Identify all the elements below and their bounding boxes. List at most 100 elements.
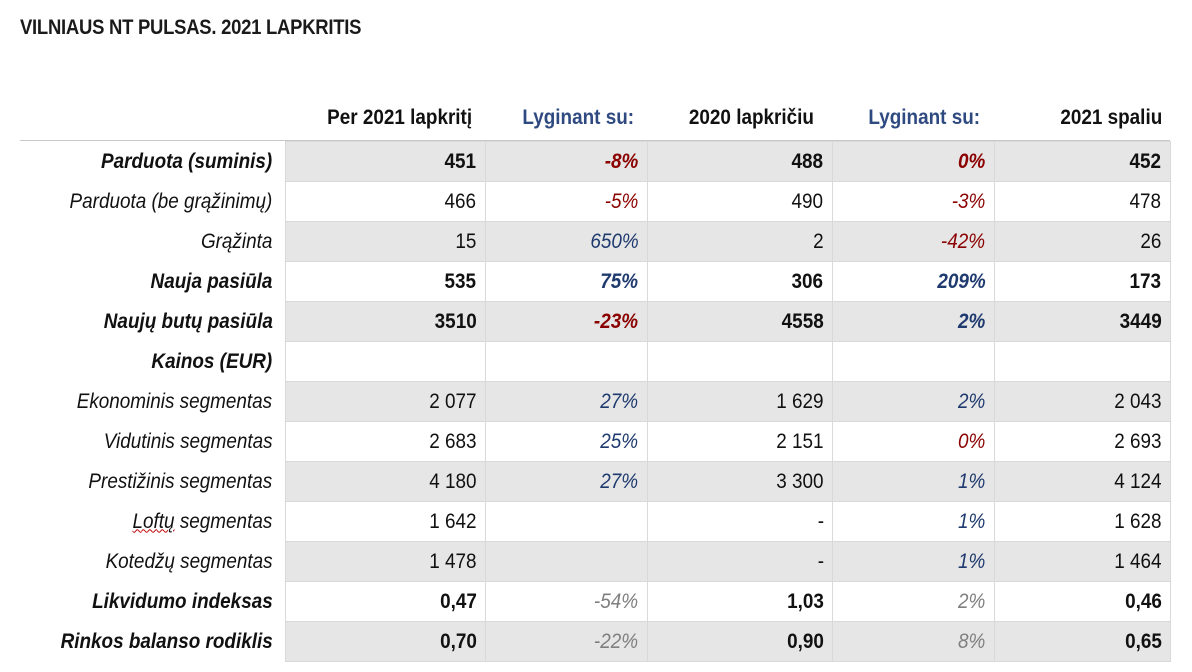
change-vs-last-month: -3% <box>831 181 995 222</box>
change-vs-last-month: 1% <box>831 461 995 502</box>
row-label: Naujų butų pasiūla <box>20 301 285 342</box>
header-current-month: Per 2021 lapkritį <box>327 106 472 129</box>
change-vs-last-month: 8% <box>831 621 995 662</box>
row-label: Parduota (suminis) <box>20 141 285 182</box>
change-vs-last-year: -54% <box>484 581 648 622</box>
value-last-month <box>993 341 1171 382</box>
row-label: Ekonominis segmentas <box>20 381 285 422</box>
table-row: Vidutinis segmentas 2 683 25% 2 151 0% 2… <box>20 421 1171 462</box>
table-row: Likvidumo indeksas 0,47 -54% 1,03 2% 0,4… <box>20 581 1171 622</box>
value-last-month: 173 <box>993 261 1171 302</box>
change-vs-last-month: 2% <box>831 381 995 422</box>
spellcheck-word: Loftų <box>132 509 175 533</box>
change-vs-last-month: 1% <box>831 501 995 542</box>
value-last-year: 1 629 <box>646 381 833 422</box>
value-current: 15 <box>284 221 486 262</box>
change-vs-last-year: 25% <box>484 421 648 462</box>
table-row: Prestižinis segmentas 4 180 27% 3 300 1%… <box>20 461 1171 502</box>
table-row: Kainos (EUR) <box>20 341 1171 382</box>
value-last-year: 2 <box>646 221 833 262</box>
change-vs-last-month <box>831 341 995 382</box>
header-last-month: 2021 spaliu <box>1060 106 1162 129</box>
table-row: Parduota (be grąžinimų) 466 -5% 490 -3% … <box>20 181 1171 222</box>
change-vs-last-month: 2% <box>831 581 995 622</box>
row-label: Kotedžų segmentas <box>20 541 285 582</box>
value-last-month: 0,65 <box>993 621 1171 662</box>
value-last-month: 3449 <box>993 301 1171 342</box>
table-row: Nauja pasiūla 535 75% 306 209% 173 <box>20 261 1171 302</box>
value-current: 3510 <box>284 301 486 342</box>
table-row: Loftų segmentas 1 642 - 1% 1 628 <box>20 501 1171 542</box>
value-last-year: 1,03 <box>646 581 833 622</box>
value-last-year: 306 <box>646 261 833 302</box>
value-current: 0,70 <box>284 621 486 662</box>
value-last-month: 1 464 <box>993 541 1171 582</box>
table-row: Kotedžų segmentas 1 478 - 1% 1 464 <box>20 541 1171 582</box>
value-last-year: 3 300 <box>646 461 833 502</box>
value-current: 4 180 <box>284 461 486 502</box>
value-current: 1 478 <box>284 541 486 582</box>
row-label: Loftų segmentas <box>20 501 285 542</box>
change-vs-last-month: 209% <box>831 261 995 302</box>
value-last-year <box>646 341 833 382</box>
value-current: 466 <box>284 181 486 222</box>
change-vs-last-year: 75% <box>484 261 648 302</box>
change-vs-last-year <box>484 501 648 542</box>
value-current: 2 077 <box>284 381 486 422</box>
change-vs-last-month: -42% <box>831 221 995 262</box>
value-last-month: 478 <box>993 181 1171 222</box>
change-vs-last-year: -22% <box>484 621 648 662</box>
value-last-month: 26 <box>993 221 1171 262</box>
change-vs-last-month: 2% <box>831 301 995 342</box>
change-vs-last-year: -8% <box>484 141 648 182</box>
table-row: Ekonominis segmentas 2 077 27% 1 629 2% … <box>20 381 1171 422</box>
change-vs-last-year: 27% <box>484 381 648 422</box>
value-last-year: 0,90 <box>646 621 833 662</box>
row-label: Nauja pasiūla <box>20 261 285 302</box>
row-label: Parduota (be grąžinimų) <box>20 181 285 222</box>
change-vs-last-year <box>484 541 648 582</box>
value-last-year: 4558 <box>646 301 833 342</box>
change-vs-last-month: 1% <box>831 541 995 582</box>
value-current: 451 <box>284 141 486 182</box>
table-row: Parduota (suminis) 451 -8% 488 0% 452 <box>20 141 1171 182</box>
data-table: Parduota (suminis) 451 -8% 488 0% 452 Pa… <box>20 141 1171 662</box>
row-label: Kainos (EUR) <box>20 341 285 382</box>
value-current: 535 <box>284 261 486 302</box>
table-row: Grąžinta 15 650% 2 -42% 26 <box>20 221 1171 262</box>
row-label: Vidutinis segmentas <box>20 421 285 462</box>
value-current: 1 642 <box>284 501 486 542</box>
value-current <box>284 341 486 382</box>
header-divider <box>20 140 1170 141</box>
value-last-month: 0,46 <box>993 581 1171 622</box>
value-last-month: 2 043 <box>993 381 1171 422</box>
value-current: 0,47 <box>284 581 486 622</box>
change-vs-last-year: -5% <box>484 181 648 222</box>
change-vs-last-month: 0% <box>831 421 995 462</box>
value-last-year: 488 <box>646 141 833 182</box>
table-row: Naujų butų pasiūla 3510 -23% 4558 2% 344… <box>20 301 1171 342</box>
row-label: Rinkos balanso rodiklis <box>20 621 285 662</box>
header-compare-1: Lyginant su: <box>522 106 634 129</box>
value-last-year: - <box>646 541 833 582</box>
column-header-row: Per 2021 lapkritį Lyginant su: 2020 lapk… <box>0 100 1192 136</box>
row-label: Prestižinis segmentas <box>20 461 285 502</box>
change-vs-last-year: 27% <box>484 461 648 502</box>
change-vs-last-year: -23% <box>484 301 648 342</box>
value-last-year: 490 <box>646 181 833 222</box>
row-label: Grąžinta <box>20 221 285 262</box>
header-compare-2: Lyginant su: <box>868 106 980 129</box>
value-last-month: 1 628 <box>993 501 1171 542</box>
table-row: Rinkos balanso rodiklis 0,70 -22% 0,90 8… <box>20 621 1171 662</box>
change-vs-last-month: 0% <box>831 141 995 182</box>
value-last-year: - <box>646 501 833 542</box>
value-last-month: 4 124 <box>993 461 1171 502</box>
value-current: 2 683 <box>284 421 486 462</box>
change-vs-last-year: 650% <box>484 221 648 262</box>
row-label: Likvidumo indeksas <box>20 581 285 622</box>
value-last-month: 452 <box>993 141 1171 182</box>
value-last-month: 2 693 <box>993 421 1171 462</box>
change-vs-last-year <box>484 341 648 382</box>
header-last-year: 2020 lapkričiu <box>688 106 814 129</box>
value-last-year: 2 151 <box>646 421 833 462</box>
